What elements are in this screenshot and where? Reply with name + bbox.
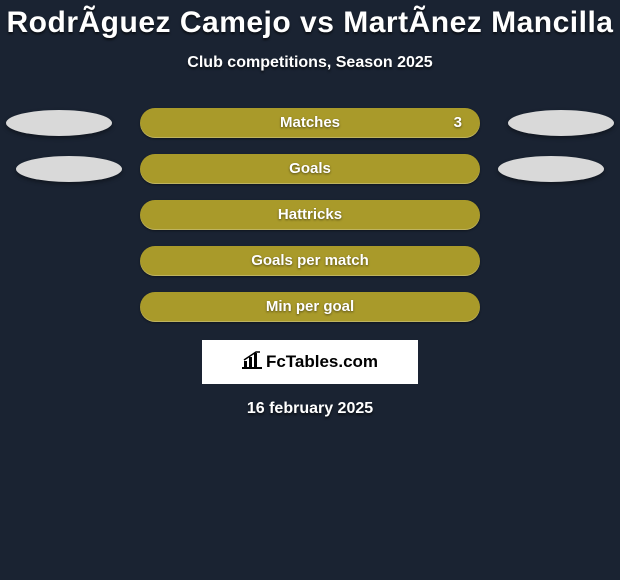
stat-label: Goals <box>140 154 480 184</box>
page-subtitle: Club competitions, Season 2025 <box>0 54 620 72</box>
stat-pill: Goals per match <box>140 246 480 276</box>
stat-pill: Goals <box>140 154 480 184</box>
stat-value-right: 3 <box>454 108 462 138</box>
stat-label: Matches <box>140 108 480 138</box>
date-text: 16 february 2025 <box>0 400 620 418</box>
chart-icon <box>242 351 262 374</box>
stat-row-goals: Goals <box>0 154 620 184</box>
stat-row-hattricks: Hattricks <box>0 200 620 230</box>
right-value-ellipse <box>508 110 614 136</box>
stat-label: Goals per match <box>140 246 480 276</box>
logo-box: FcTables.com <box>202 340 418 384</box>
page-title: RodrÃ­guez Camejo vs MartÃ­nez Mancilla <box>0 0 620 40</box>
logo: FcTables.com <box>242 351 378 374</box>
infographic-canvas: RodrÃ­guez Camejo vs MartÃ­nez Mancilla … <box>0 0 620 580</box>
stat-pill: Hattricks <box>140 200 480 230</box>
left-value-ellipse <box>16 156 122 182</box>
stat-pill: Matches 3 <box>140 108 480 138</box>
right-value-ellipse <box>498 156 604 182</box>
stat-rows: Matches 3 Goals Hattricks Goals per matc… <box>0 108 620 322</box>
stat-label: Min per goal <box>140 292 480 322</box>
stat-pill: Min per goal <box>140 292 480 322</box>
left-value-ellipse <box>6 110 112 136</box>
stat-row-min-per-goal: Min per goal <box>0 292 620 322</box>
stat-row-matches: Matches 3 <box>0 108 620 138</box>
stat-row-goals-per-match: Goals per match <box>0 246 620 276</box>
stat-label: Hattricks <box>140 200 480 230</box>
logo-text: FcTables.com <box>266 352 378 372</box>
